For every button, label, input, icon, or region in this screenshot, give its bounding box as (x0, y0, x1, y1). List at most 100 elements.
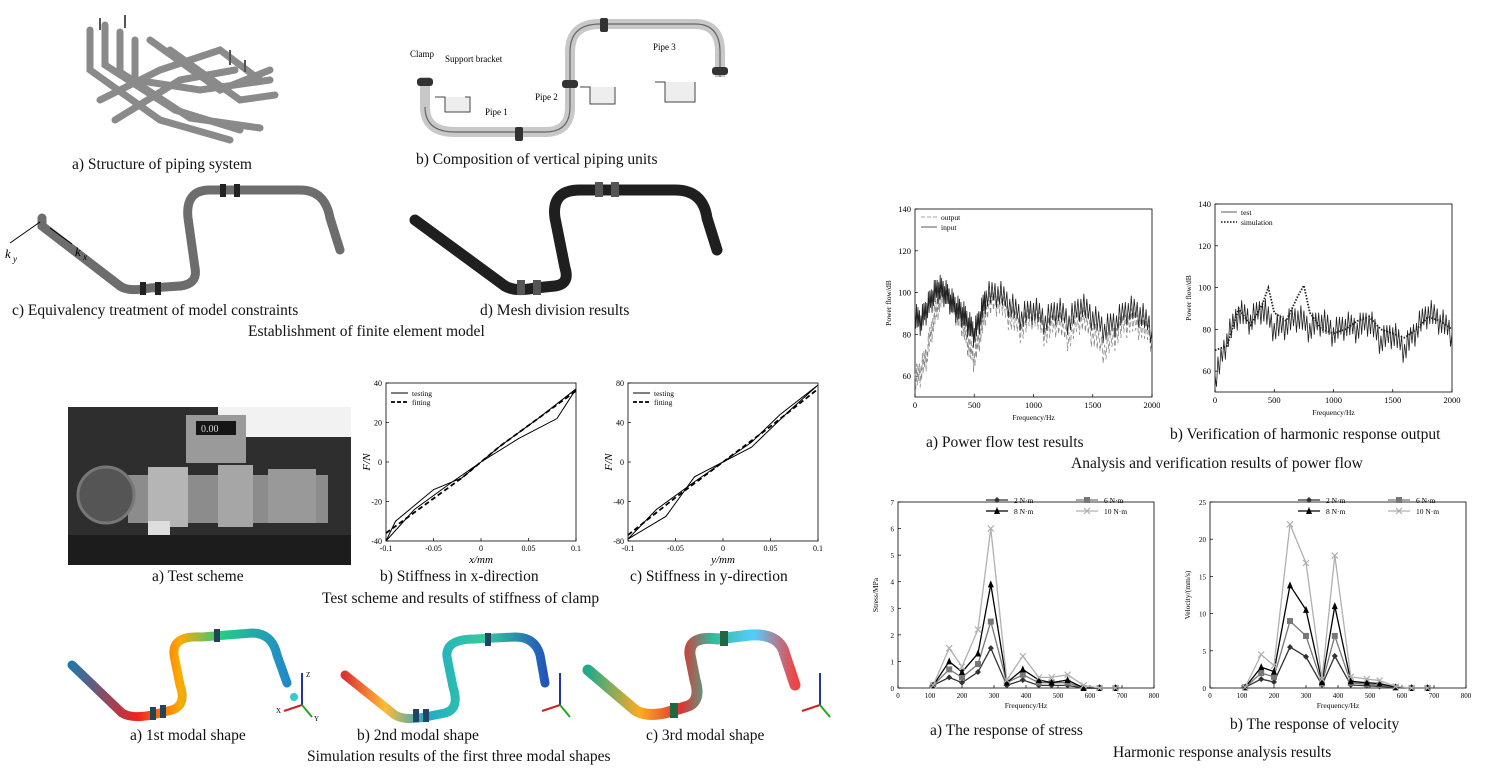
x-axis-label: Frequency/Hz (1005, 701, 1048, 710)
y-axis-label: F/N (603, 453, 615, 472)
series-test (1214, 299, 1453, 387)
marker-square (1084, 497, 1090, 503)
x-tick-label: 100 (925, 692, 936, 700)
power-flow-chart: 0 500 1000 1500 2000 60 80 100 120 140 Frequency/H… (884, 204, 1160, 422)
marker-triangle (1080, 684, 1087, 691)
marker-square (946, 666, 953, 673)
series-fitting (627, 388, 819, 536)
marker-x (974, 626, 982, 633)
kx-label: k (75, 244, 81, 259)
marker-x (1424, 684, 1432, 692)
marker-diamond (1019, 677, 1026, 684)
y-tick-label: 80 (616, 379, 624, 388)
x-tick-label: -0.05 (667, 544, 684, 553)
x-tick-label: 0.1 (571, 544, 581, 553)
series-output (914, 280, 1153, 390)
marker-x-stroke (1331, 552, 1339, 559)
marker-square (1019, 671, 1026, 678)
piping-system-structure-image (86, 15, 279, 144)
y-tick-label: 140 (898, 204, 911, 214)
marker-diamond (1271, 679, 1277, 686)
marker-triangle (946, 657, 953, 665)
stiffness-section-title: Test scheme and results of stiffness of … (322, 590, 600, 607)
x-axis-label: Frequency/Hz (1312, 408, 1355, 417)
x-tick-label: 0 (479, 544, 483, 553)
x-tick-label: 0 (1208, 692, 1212, 700)
legend-label-testing: testing (654, 389, 674, 398)
y-tick-label: 6 (891, 526, 895, 534)
y-tick-label: 100 (1198, 283, 1211, 293)
x-tick-label: 0.05 (522, 544, 536, 553)
fem-caption-d: d) Mesh division results (480, 302, 630, 319)
x-tick-label: 0 (721, 544, 725, 553)
marker-x (929, 681, 937, 689)
y-tick-label: 5 (891, 552, 895, 560)
harmonic-caption-a: a) The response of stress (930, 722, 1083, 739)
marker-triangle (1347, 677, 1354, 685)
x-tick-label: -0.05 (425, 544, 442, 553)
y-tick-label: 20 (374, 419, 382, 428)
y-tick-label: 1 (891, 658, 895, 666)
marker-x (1035, 673, 1043, 681)
marker-x-stroke (1048, 673, 1056, 681)
marker-x (1257, 651, 1265, 658)
marker-triangle (959, 668, 965, 676)
y-axis-label: Power flow/dB (884, 280, 893, 326)
marker-x (1241, 683, 1249, 691)
modal-caption-b: b) 2nd modal shape (357, 727, 479, 744)
ky-subscript: y (12, 254, 17, 264)
marker-square (1258, 670, 1265, 677)
marker-square (1303, 632, 1309, 639)
modal-shape-2-image (340, 632, 571, 724)
marker-x (958, 663, 966, 671)
y-tick-label: 0 (891, 685, 895, 693)
marker-x-stroke (1318, 675, 1326, 683)
axis-y-label: Y (314, 715, 319, 723)
x-tick-label: 2000 (1444, 395, 1461, 405)
marker-square (959, 674, 965, 681)
marker-x-stroke (929, 681, 937, 689)
marker-triangle (1035, 676, 1042, 684)
velocity-response-chart: 0 100 200 300 400 500 600 700 800 0 5 10 15 20 25 Frequ… (1183, 496, 1472, 710)
y-tick-label: 10 (1199, 611, 1207, 619)
axis-x-label: X (276, 707, 281, 715)
marker-diamond (1258, 676, 1265, 683)
marker-x (1286, 520, 1294, 528)
legend-label-6 N·m: 6 N·m (1416, 496, 1436, 505)
x-tick-label: 1500 (1084, 400, 1101, 410)
x-tick-label: 600 (1085, 692, 1096, 700)
stiffness-y-chart: -0.1 -0.05 0 0.05 0.1 -80 -40 0 40 80 y/mm F/N testi… (603, 379, 823, 566)
marker-square (975, 661, 981, 668)
marker-x-stroke (1363, 675, 1371, 683)
marker-triangle (1331, 602, 1338, 610)
mesh-division-image (409, 182, 723, 296)
display-readout: 0.00 (201, 424, 219, 435)
marker-square (987, 618, 994, 625)
y-tick-label: 0 (378, 458, 382, 467)
marker-x-stroke (1096, 684, 1104, 692)
y-tick-label: 3 (891, 605, 895, 613)
y-tick-label: 60 (903, 371, 912, 381)
marker-triangle (1064, 676, 1071, 684)
marker-x (1408, 684, 1416, 692)
x-tick-label: 200 (957, 692, 968, 700)
marker-x-stroke (987, 525, 995, 532)
series-testing (385, 388, 577, 542)
test-scheme-photo: 0.00 (68, 407, 351, 565)
marker-x-stroke (1080, 681, 1088, 689)
x-tick-label: 600 (1397, 692, 1408, 700)
marker-diamond (1303, 653, 1309, 660)
series-10 N·m (932, 528, 1116, 689)
series-simulation (1214, 282, 1453, 352)
marker-triangle (1363, 678, 1370, 686)
y-tick-label: 120 (898, 246, 911, 256)
y-tick-label: 15 (1199, 573, 1207, 581)
legend-label-10 N·m: 10 N·m (1416, 507, 1439, 516)
marker-x-stroke (1241, 683, 1249, 691)
x-tick-label: 0 (913, 400, 917, 410)
marker-diamond (1306, 497, 1312, 503)
x-tick-label: 500 (1268, 395, 1281, 405)
x-tick-label: 500 (1365, 692, 1376, 700)
stiffness-x-chart: -0.1 -0.05 0 0.05 0.1 -40 -20 0 20 40 x/mm F/N testi… (361, 379, 581, 566)
marker-x-stroke (1392, 683, 1400, 690)
